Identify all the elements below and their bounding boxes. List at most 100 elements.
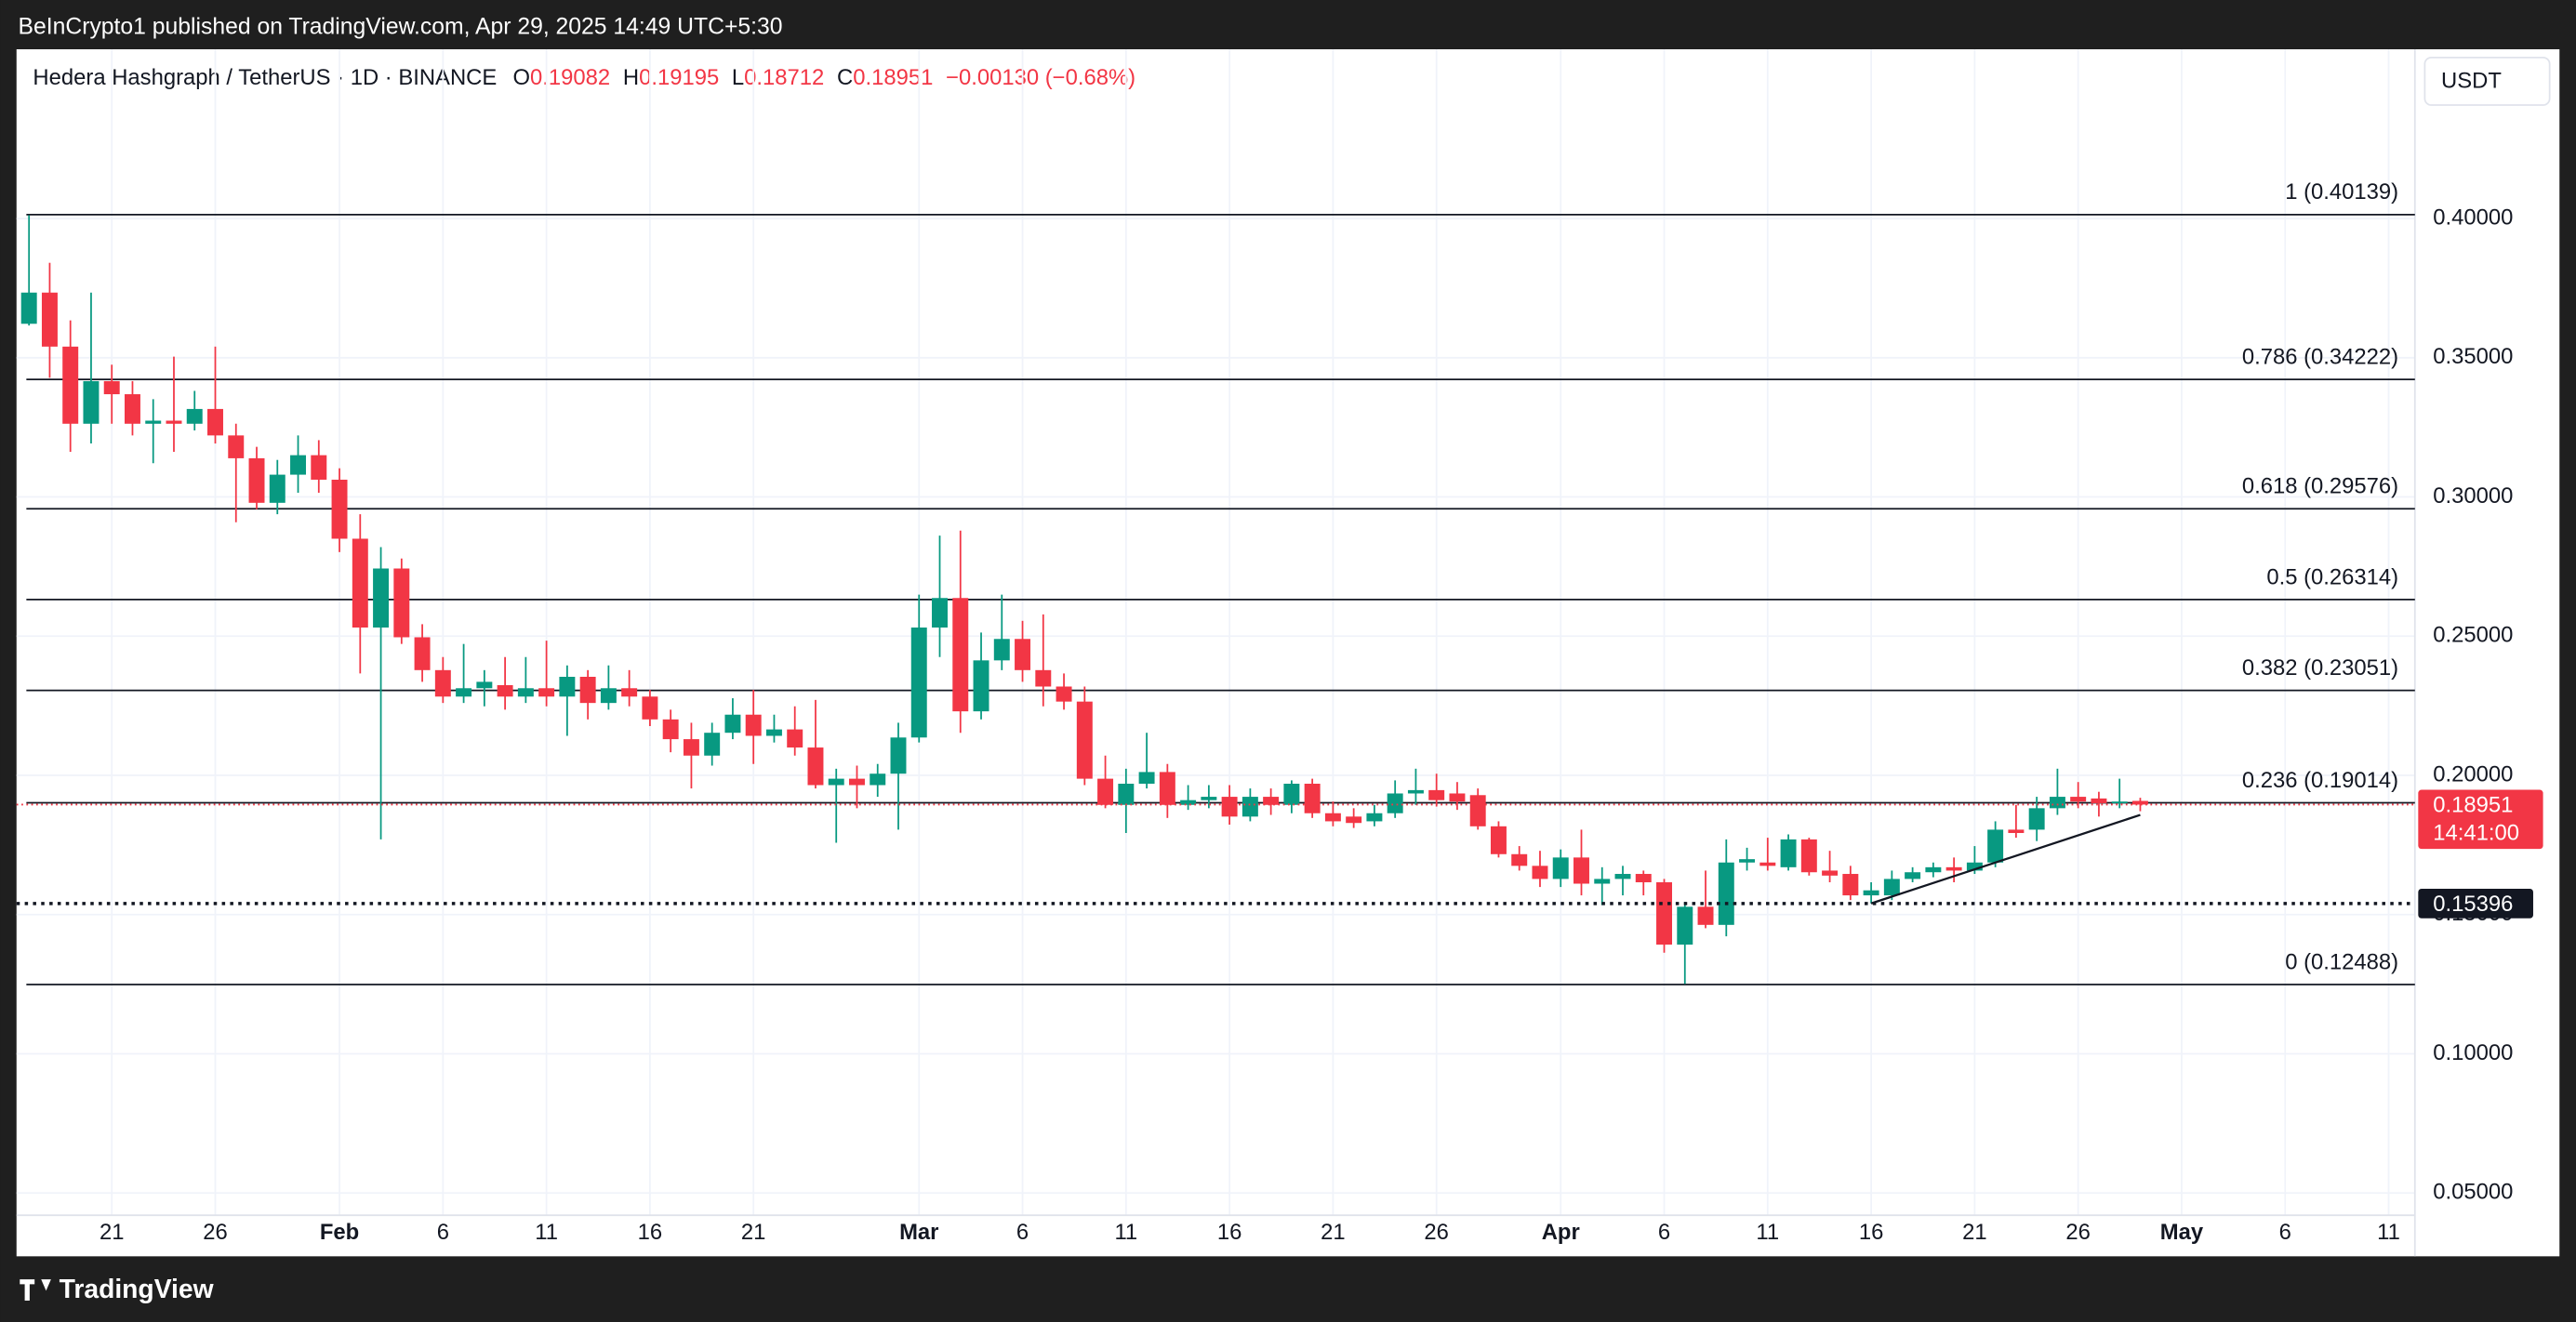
x-tick-label: 21 bbox=[741, 1220, 766, 1245]
candle-body bbox=[1428, 789, 1445, 800]
candle-body bbox=[248, 457, 265, 503]
candle-body bbox=[662, 719, 679, 740]
candle-body bbox=[1138, 772, 1155, 784]
footer-logo bbox=[20, 1279, 51, 1302]
candle-body bbox=[704, 733, 721, 756]
candle-body bbox=[393, 568, 410, 638]
x-tick-label: 21 bbox=[100, 1220, 125, 1245]
candle-body bbox=[890, 737, 907, 774]
candle-body bbox=[559, 677, 576, 697]
candle-body bbox=[1759, 862, 1776, 866]
candle-body bbox=[124, 394, 140, 424]
candle-body bbox=[745, 714, 762, 736]
candle-body bbox=[870, 773, 886, 786]
candle-body bbox=[228, 435, 245, 458]
x-tick-label: Apr bbox=[1542, 1220, 1580, 1245]
x-tick-label: 16 bbox=[1859, 1220, 1884, 1245]
candle-body bbox=[683, 739, 699, 756]
fib-label: 0.618 (0.29576) bbox=[2242, 474, 2398, 499]
candle-body bbox=[373, 568, 390, 628]
candle-body bbox=[1407, 789, 1424, 794]
l-label: L bbox=[732, 65, 744, 90]
symbol-legend: Hedera Hashgraph / TetherUS · 1D · BINAN… bbox=[33, 65, 1135, 90]
candle-body bbox=[1346, 816, 1362, 824]
candle-body bbox=[1822, 870, 1839, 876]
x-tick-label: 26 bbox=[1424, 1220, 1449, 1245]
candle-body bbox=[103, 380, 120, 395]
candle-body bbox=[1159, 772, 1175, 805]
chart-pane bbox=[16, 48, 2560, 1257]
candle-body bbox=[1800, 839, 1817, 873]
candle-body bbox=[145, 420, 162, 424]
support-price-box bbox=[2418, 888, 2533, 919]
candle-body bbox=[1905, 872, 1921, 879]
fib-label: 0.786 (0.34222) bbox=[2242, 344, 2398, 369]
candle-body bbox=[1532, 866, 1548, 879]
candle-body bbox=[1056, 686, 1072, 702]
candle-body bbox=[787, 729, 803, 748]
candle-body bbox=[973, 660, 989, 712]
candle-body bbox=[1883, 879, 1900, 896]
candle-body bbox=[828, 778, 844, 786]
candle-body bbox=[476, 681, 493, 689]
y-tick-label: 0.35000 bbox=[2433, 344, 2513, 369]
candle-body bbox=[1966, 862, 1983, 871]
candle-body bbox=[724, 714, 741, 734]
candle-body bbox=[1015, 639, 1031, 670]
candle-body bbox=[1097, 778, 1114, 805]
x-tick-label: 11 bbox=[1114, 1220, 1137, 1245]
candle-body bbox=[1366, 813, 1383, 822]
x-tick-label: 6 bbox=[437, 1220, 449, 1245]
candle-body bbox=[2070, 797, 2087, 802]
candle-body bbox=[1718, 862, 1734, 925]
candle-body bbox=[1221, 797, 1238, 817]
candle-body bbox=[1283, 783, 1300, 805]
x-tick-label: 11 bbox=[2377, 1220, 2400, 1245]
candle-body bbox=[765, 729, 782, 736]
x-tick-label: 26 bbox=[203, 1220, 228, 1245]
candle-body bbox=[2111, 801, 2128, 803]
candle-body bbox=[1304, 783, 1321, 813]
candle-body bbox=[207, 408, 223, 436]
fib-label: 0.5 (0.26314) bbox=[2266, 564, 2398, 589]
x-tick-label: Feb bbox=[320, 1220, 359, 1245]
l-value: 0.18712 bbox=[744, 65, 824, 90]
trendline bbox=[1870, 813, 2141, 905]
currency[interactable]: USDT bbox=[2441, 69, 2502, 94]
y-tick-label: 0.05000 bbox=[2433, 1180, 2513, 1205]
candle-body bbox=[186, 408, 203, 424]
countdown: 14:41:00 bbox=[2433, 821, 2519, 846]
candle-body bbox=[579, 677, 596, 704]
candle-body bbox=[62, 346, 79, 424]
candle-body bbox=[41, 292, 58, 347]
candle-body bbox=[497, 684, 513, 697]
currency-button[interactable] bbox=[2423, 56, 2551, 106]
candle-body bbox=[1863, 890, 1879, 896]
x-tick-label: 6 bbox=[2279, 1220, 2291, 1245]
x-tick-label: May bbox=[2160, 1220, 2204, 1245]
candle-body bbox=[1242, 797, 1258, 817]
x-tick-label: 21 bbox=[1321, 1220, 1346, 1245]
candle-body bbox=[2131, 800, 2148, 805]
candle-body bbox=[20, 292, 37, 324]
candle-body bbox=[166, 420, 182, 424]
last-price-box bbox=[2418, 789, 2543, 850]
candle-body bbox=[1449, 793, 1466, 802]
candle-body bbox=[1118, 783, 1135, 805]
h-value: 0.19195 bbox=[639, 65, 719, 90]
candle-body bbox=[1263, 797, 1280, 805]
x-tick-label: 26 bbox=[2065, 1220, 2091, 1245]
candle-body bbox=[993, 639, 1010, 661]
candle-body bbox=[290, 455, 307, 475]
x-tick-label: 6 bbox=[1658, 1220, 1670, 1245]
x-tick-label: 16 bbox=[1217, 1220, 1242, 1245]
candle-body bbox=[642, 696, 658, 720]
candle-body bbox=[83, 380, 100, 424]
candle-body bbox=[1614, 874, 1631, 879]
candle-body bbox=[1469, 795, 1486, 826]
candle-body bbox=[910, 627, 927, 738]
candle-body bbox=[621, 688, 638, 697]
o-value: 0.19082 bbox=[530, 65, 610, 90]
symbol: Hedera Hashgraph / TetherUS · 1D · BINAN… bbox=[33, 65, 497, 90]
